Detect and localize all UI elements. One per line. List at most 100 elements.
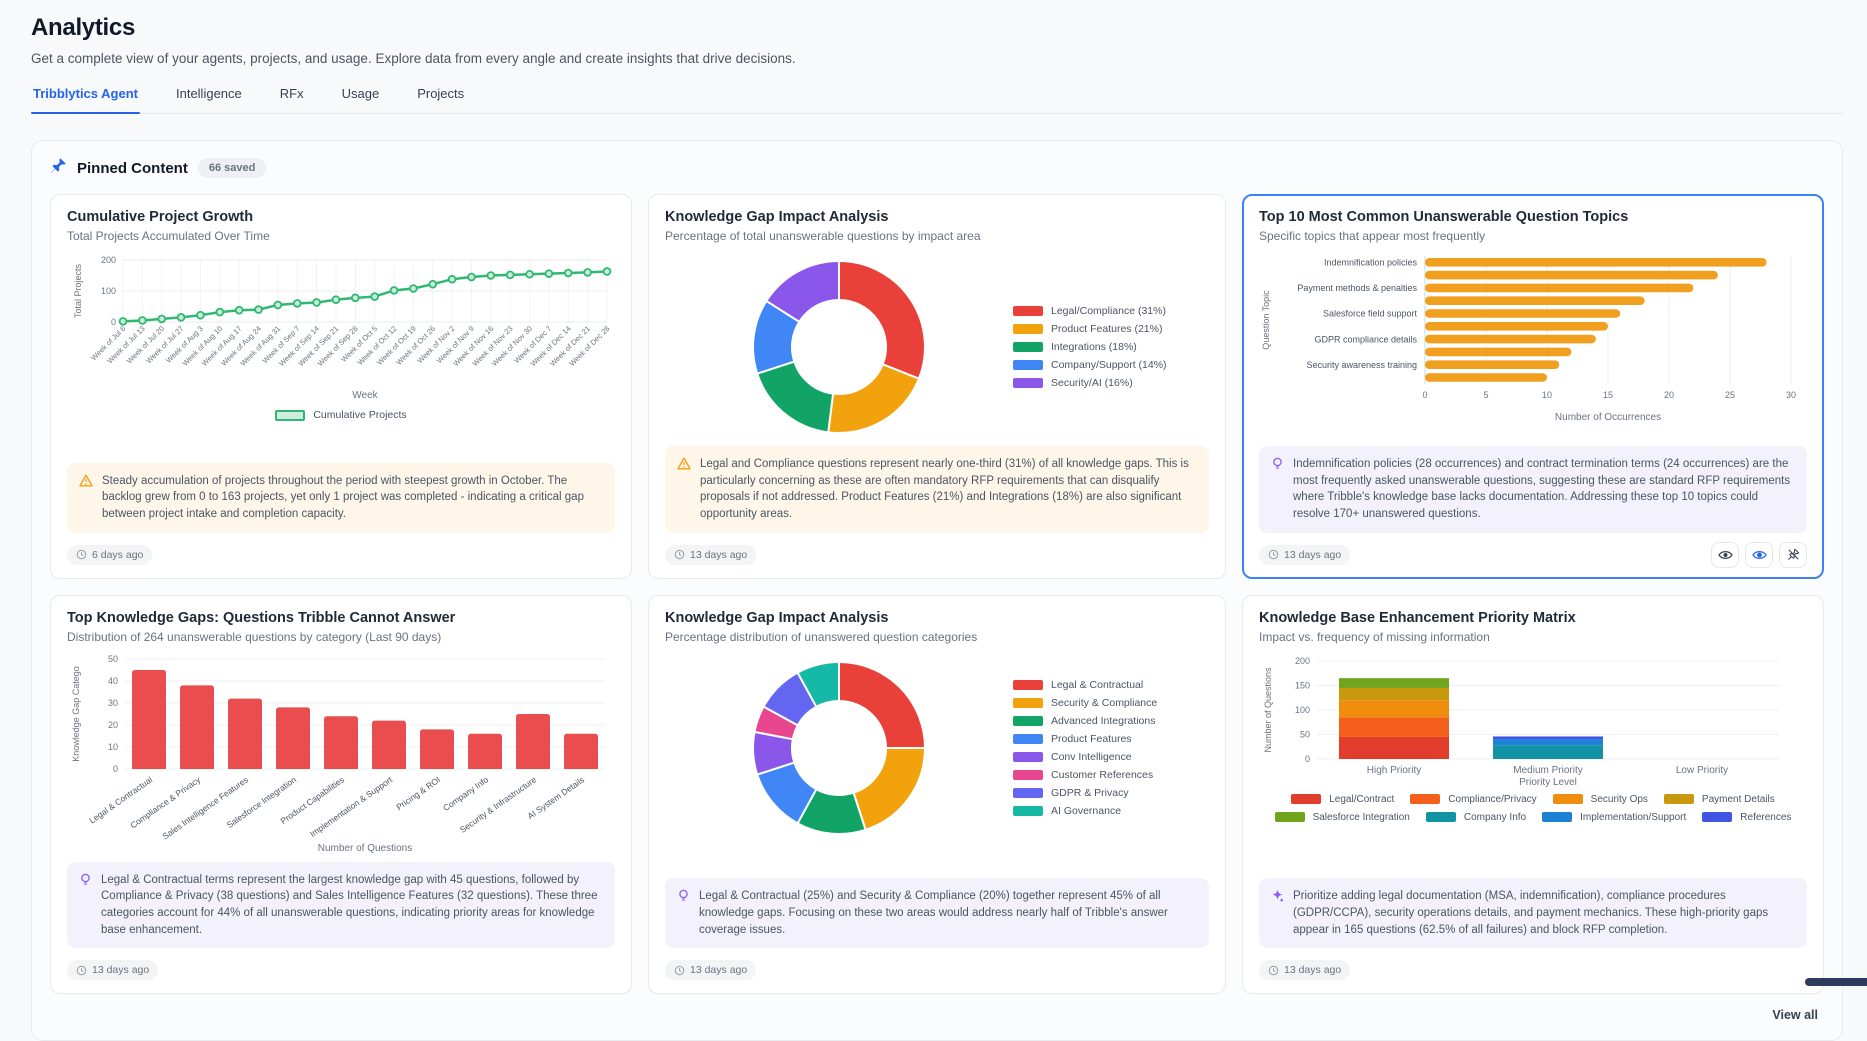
legend-item: AI Governance: [1013, 805, 1205, 817]
svg-text:0: 0: [111, 317, 116, 327]
svg-text:100: 100: [1295, 705, 1310, 715]
svg-text:40: 40: [108, 676, 118, 686]
legend-item: Compliance/Privacy: [1410, 793, 1537, 805]
legend-item: Conv Intelligence: [1013, 751, 1205, 763]
legend-swatch: [1552, 794, 1583, 805]
legend-label: Company/Support (14%): [1051, 359, 1167, 371]
legend-swatch: [1013, 769, 1043, 780]
svg-text:15: 15: [1603, 390, 1613, 400]
bulb-icon: [79, 873, 92, 939]
svg-text:Question Topic: Question Topic: [1261, 290, 1271, 350]
legend-item: Legal & Contractual: [1013, 679, 1205, 691]
card-title: Top Knowledge Gaps: Questions Tribble Ca…: [67, 609, 456, 626]
legend-swatch: [1013, 360, 1043, 370]
legend-swatch: [1013, 787, 1043, 798]
sparkle-icon: [1271, 889, 1284, 938]
page-title: Analytics: [31, 14, 136, 41]
legend-swatch: [1410, 794, 1441, 805]
pinned-content-panel: Pinned Content 66 saved Cumulative Proje…: [31, 140, 1843, 1041]
legend-item: Security/AI (16%): [1013, 377, 1205, 389]
tab-bar: Tribblytics Agent Intelligence RFx Usage Pro…: [31, 86, 1843, 114]
legend-label: References: [1740, 811, 1792, 823]
view-button[interactable]: [1711, 541, 1739, 568]
svg-text:20: 20: [1664, 390, 1674, 400]
legend-swatch: [1274, 812, 1305, 823]
timestamp-pill: 6 days ago: [67, 544, 153, 565]
svg-text:0: 0: [1305, 754, 1310, 764]
legend-label: Customer References: [1051, 768, 1154, 781]
svg-text:Low Priority: Low Priority: [1676, 765, 1728, 776]
legend-item: References: [1702, 812, 1791, 823]
warning-icon: [677, 457, 691, 523]
view-all-link[interactable]: View all: [1772, 1008, 1818, 1023]
warning-callout: Legal and Compliance questions represent…: [665, 446, 1209, 533]
pin-slash-icon: [1787, 548, 1799, 561]
legend-swatch: [1013, 679, 1043, 690]
legend-item: Legal/Compliance (31%): [1013, 305, 1205, 317]
legend-label: Integrations (18%): [1051, 341, 1137, 353]
legend-item: Security & Compliance: [1013, 697, 1205, 709]
cumulative-growth-line-chart: 0 100 200 Week of Jul 6 Week of Jul 13 Week o…: [67, 250, 615, 407]
card-subtitle: Impact vs. frequency of missing informat…: [1259, 629, 1490, 644]
legend-swatch: [1663, 794, 1694, 805]
svg-text:0: 0: [113, 764, 118, 774]
legend-swatch: [1702, 812, 1733, 823]
stacked-chart-legend: Legal/Contract Compliance/Privacy Security…: [1273, 794, 1793, 823]
timestamp: 13 days ago: [1284, 964, 1342, 977]
svg-text:Total Projects: Total Projects: [73, 263, 83, 318]
svg-text:200: 200: [1295, 656, 1310, 666]
legend-item: GDPR & Privacy: [1013, 787, 1205, 799]
line-chart-legend: Cumulative Projects: [67, 409, 615, 421]
clock-icon: [76, 549, 87, 560]
timestamp: 13 days ago: [690, 548, 748, 561]
legend-swatch: [275, 409, 306, 421]
card-priority-matrix[interactable]: Knowledge Base Enhancement Priority Matr…: [1242, 594, 1824, 995]
pin-icon: [50, 157, 67, 179]
card-knowledge-gap-impact-2[interactable]: Knowledge Gap Impact Analysis Percentage…: [648, 594, 1226, 995]
svg-text:50: 50: [1300, 729, 1310, 739]
legend-swatch: [1013, 715, 1043, 726]
legend-label: Implementation/Support: [1580, 811, 1687, 823]
tab-tribblytics-agent[interactable]: Tribblytics Agent: [31, 86, 140, 114]
card-top-unanswerable-topics[interactable]: Top 10 Most Common Unanswerable Question…: [1242, 194, 1824, 579]
card-top-knowledge-gaps[interactable]: Top Knowledge Gaps: Questions Tribble Ca…: [50, 594, 632, 995]
tab-projects[interactable]: Projects: [417, 86, 465, 101]
svg-text:150: 150: [1295, 680, 1310, 690]
legend-swatch: [1291, 794, 1322, 805]
legend-label: Compliance/Privacy: [1448, 793, 1537, 805]
legend-label: Product Features: [1051, 732, 1132, 745]
donut-legend: Legal/Compliance (31%) Product Features (…: [1013, 305, 1209, 389]
legend-label: AI Governance: [1051, 804, 1122, 817]
legend-item: Product Features (21%): [1013, 323, 1205, 335]
tab-rfx[interactable]: RFx: [279, 86, 304, 101]
clock-icon: [76, 965, 87, 976]
insight-callout: Legal & Contractual (25%) and Security &…: [665, 878, 1209, 949]
legend-swatch: [1013, 378, 1043, 388]
warning-callout: Steady accumulation of projects througho…: [67, 462, 615, 533]
legend-swatch: [1013, 342, 1043, 352]
svg-text:Knowledge Gap Catego: Knowledge Gap Catego: [71, 666, 81, 762]
card-cumulative-project-growth[interactable]: Cumulative Project Growth Total Projects…: [50, 194, 632, 579]
timestamp: 6 days ago: [92, 548, 144, 561]
svg-text:30: 30: [1786, 390, 1796, 400]
svg-text:Sales Intelligence Features: Sales Intelligence Features: [160, 774, 250, 841]
legend-item: Product Features: [1013, 733, 1205, 745]
view-insight-button[interactable]: [1745, 541, 1773, 568]
bulb-icon: [677, 889, 690, 938]
unpin-button[interactable]: [1779, 541, 1807, 568]
tab-usage[interactable]: Usage: [341, 86, 380, 101]
donut-legend: Legal & Contractual Security & Compliance…: [1013, 679, 1209, 817]
card-knowledge-gap-impact-1[interactable]: Knowledge Gap Impact Analysis Percentage…: [648, 194, 1226, 579]
svg-text:50: 50: [108, 654, 118, 664]
clock-icon: [1268, 549, 1279, 560]
insight-text: Legal & Contractual terms represent the …: [101, 873, 598, 936]
legend-item: Implementation/Support: [1542, 812, 1686, 823]
legend-item: Payment Details: [1663, 794, 1775, 805]
timestamp: 13 days ago: [1284, 548, 1342, 561]
card-subtitle: Total Projects Accumulated Over Time: [67, 229, 270, 243]
card-subtitle: Distribution of 264 unanswerable questio…: [67, 629, 442, 644]
legend-item: Integrations (18%): [1013, 341, 1205, 353]
horizontal-scrollbar-thumb[interactable]: [1805, 978, 1867, 986]
tab-intelligence[interactable]: Intelligence: [175, 86, 242, 101]
legend-swatch: [1013, 733, 1043, 744]
